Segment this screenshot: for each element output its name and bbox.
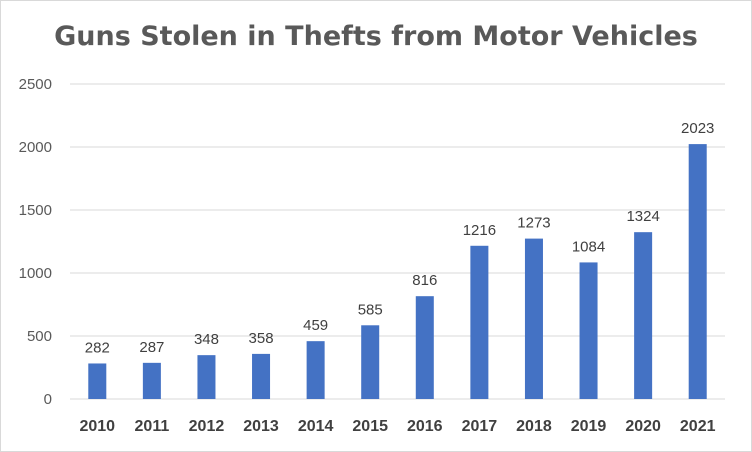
x-tick-label: 2021 [680, 418, 716, 435]
x-tick-label: 2011 [135, 418, 170, 435]
data-label-2012: 348 [194, 331, 219, 348]
bars [88, 144, 707, 399]
y-tick-label: 500 [27, 328, 52, 345]
data-label-2017: 1216 [463, 222, 496, 239]
x-tick-label: 2017 [462, 418, 498, 435]
data-label-2011: 287 [139, 339, 164, 356]
data-label-2020: 1324 [626, 208, 659, 225]
bar-2019 [579, 262, 598, 399]
bar-2020 [634, 232, 653, 399]
bar-2021 [688, 144, 707, 399]
data-label-2016: 816 [412, 272, 437, 289]
y-tick-label: 1500 [19, 202, 52, 219]
x-tick-label: 2018 [516, 418, 552, 435]
x-tick-label: 2019 [571, 418, 607, 435]
bar-2011 [142, 362, 161, 399]
y-tick-label: 2500 [19, 76, 52, 93]
x-tick-label: 2016 [407, 418, 443, 435]
data-label-2018: 1273 [517, 215, 550, 232]
bar-2010 [88, 363, 107, 399]
x-axis-ticks: 2010 2011 2012 2013 2014 2015 2016 2017 2018 2019… [79, 418, 715, 435]
data-label-2014: 459 [303, 317, 328, 334]
chart-title: Guns Stolen in Thefts from Motor Vehicle… [54, 21, 698, 52]
x-tick-label: 2010 [79, 418, 115, 435]
data-label-2013: 358 [249, 330, 274, 347]
y-axis-ticks: 0 500 1000 1500 2000 2500 [19, 76, 52, 408]
data-label-2015: 585 [358, 301, 383, 318]
y-tick-label: 2000 [19, 139, 52, 156]
x-tick-label: 2013 [243, 418, 279, 435]
data-label-2019: 1084 [572, 238, 605, 255]
data-label-2010: 282 [85, 339, 110, 356]
data-label-2021: 2023 [681, 120, 714, 137]
gridlines [70, 83, 725, 400]
bar-2013 [252, 353, 271, 399]
x-tick-label: 2020 [625, 418, 661, 435]
bar-2012 [197, 355, 216, 399]
y-tick-label: 0 [44, 391, 52, 408]
bar-2016 [415, 296, 434, 399]
bar-2014 [306, 341, 325, 399]
x-tick-label: 2012 [189, 418, 225, 435]
x-tick-label: 2015 [352, 418, 388, 435]
x-tick-label: 2014 [298, 418, 334, 435]
bar-2018 [524, 238, 543, 399]
bar-2015 [361, 325, 380, 399]
y-tick-label: 1000 [19, 265, 52, 282]
data-labels: 282 287 348 358 459 585 816 1216 1273 1084 1324 202… [85, 120, 715, 356]
bar-2017 [470, 245, 489, 399]
